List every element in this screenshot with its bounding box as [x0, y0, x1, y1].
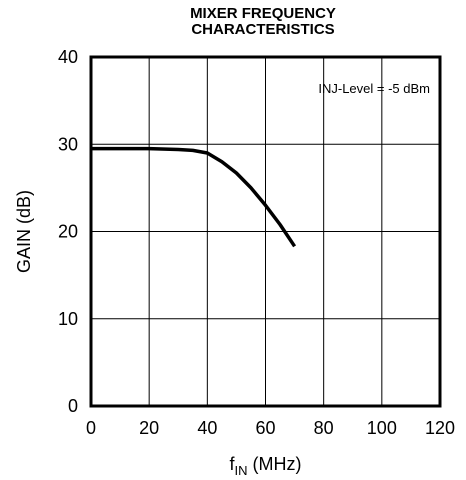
- x-tick-label: 120: [425, 418, 455, 438]
- x-axis-label: fIN (MHz): [230, 454, 302, 478]
- y-tick-label: 30: [58, 134, 78, 154]
- x-tick-label: 0: [86, 418, 96, 438]
- series-layer: [91, 146, 297, 248]
- series-line-gain: [91, 146, 297, 248]
- x-axis-label-main: f: [230, 454, 236, 474]
- x-tick-label: 60: [255, 418, 275, 438]
- y-tick-label: 0: [68, 396, 78, 416]
- y-axis-label: GAIN (dB): [14, 190, 34, 273]
- y-tick-labels: 0 10 20 30 40: [58, 47, 78, 416]
- x-axis-label-unit: (MHz): [248, 454, 302, 474]
- grid-lines: [91, 57, 440, 406]
- annotation-inj-level: INJ-Level = -5 dBm: [318, 81, 430, 96]
- y-tick-label: 40: [58, 47, 78, 67]
- x-tick-label: 100: [367, 418, 397, 438]
- chart-title-line-1: MIXER FREQUENCY: [190, 5, 336, 22]
- x-tick-label: 40: [197, 418, 217, 438]
- y-tick-label: 10: [58, 309, 78, 329]
- plot-frame: [89, 55, 442, 408]
- x-tick-label: 80: [314, 418, 334, 438]
- x-axis-label-subscript: IN: [235, 463, 248, 478]
- x-tick-labels: 0 20 40 60 80 100 120: [86, 418, 455, 438]
- y-tick-label: 20: [58, 222, 78, 242]
- chart-title-line-2: CHARACTERISTICS: [191, 21, 335, 38]
- x-tick-label: 20: [139, 418, 159, 438]
